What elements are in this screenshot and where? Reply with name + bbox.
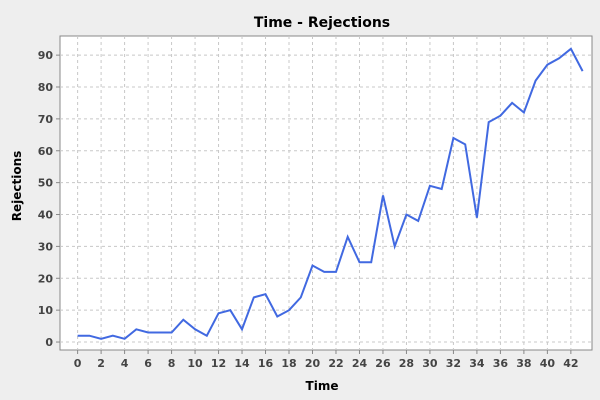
x-tick-label: 20: [305, 357, 321, 370]
x-tick-label: 2: [97, 357, 105, 370]
x-tick-label: 40: [540, 357, 556, 370]
x-tick-label: 28: [399, 357, 414, 370]
y-tick-label: 70: [38, 113, 54, 126]
y-tick-label: 30: [38, 240, 54, 253]
x-tick-label: 26: [375, 357, 391, 370]
x-tick-label: 34: [469, 357, 485, 370]
y-tick-label: 20: [38, 272, 54, 285]
grid-lines: [60, 36, 592, 350]
x-tick-label: 10: [187, 357, 203, 370]
x-tick-label: 6: [144, 357, 152, 370]
series-layer: [77, 47, 584, 340]
x-tick-label: 4: [121, 357, 129, 370]
y-tick-label: 80: [38, 81, 54, 94]
x-tick-label: 16: [258, 357, 274, 370]
y-tick-label: 50: [38, 177, 54, 190]
y-tick-label: 10: [38, 304, 54, 317]
x-tick-label: 18: [281, 357, 296, 370]
series-line: [77, 47, 584, 340]
x-tick-label: 24: [352, 357, 368, 370]
x-tick-label: 12: [211, 357, 226, 370]
x-tick-label: 36: [493, 357, 509, 370]
x-tick-label: 0: [74, 357, 82, 370]
y-axis-title: Rejections: [10, 151, 24, 222]
chart-title: Time - Rejections: [254, 15, 390, 31]
x-axis-title: Time: [306, 379, 339, 393]
x-tick-label: 38: [516, 357, 531, 370]
x-tick-label: 30: [422, 357, 438, 370]
plot-area: [59, 35, 593, 351]
y-tick-label: 60: [38, 145, 54, 158]
x-tick-label: 14: [234, 357, 250, 370]
y-tick-label: 40: [38, 209, 54, 222]
x-tick-label: 22: [328, 357, 343, 370]
x-tick-label: 8: [168, 357, 176, 370]
y-tick-label: 90: [38, 49, 54, 62]
y-tick-label: 0: [45, 336, 53, 349]
x-tick-label: 32: [446, 357, 461, 370]
x-tick-label: 42: [563, 357, 578, 370]
